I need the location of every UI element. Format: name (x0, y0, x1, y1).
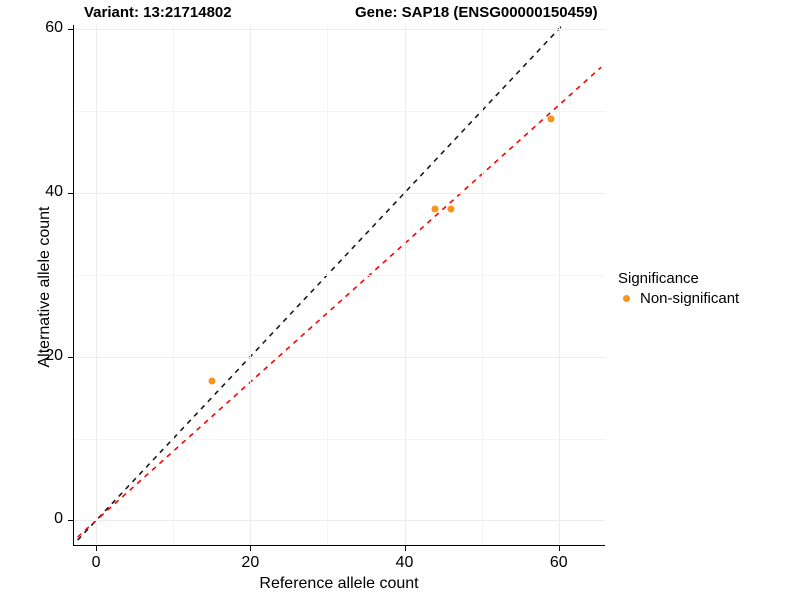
circle-marker-icon (622, 295, 630, 302)
y-axis-tick-label: 0 (54, 510, 63, 528)
y-axis-tick-label: 40 (45, 182, 63, 200)
legend-item-label: Non-significant (640, 290, 740, 307)
reference-line-fit (77, 66, 602, 538)
gene-title: Gene: SAP18 (ENSG00000150459) (355, 4, 598, 21)
chart-title-row: Variant: 13:21714802 Gene: SAP18 (ENSG00… (0, 2, 800, 24)
x-axis-tick-label: 0 (91, 554, 101, 571)
gridline-horizontal (73, 110, 605, 112)
y-axis-tick (68, 356, 73, 358)
data-point[interactable] (208, 377, 216, 385)
gridline-horizontal (73, 438, 605, 440)
legend-item-non-significant[interactable]: Non-significant (618, 290, 798, 307)
gridline-horizontal (73, 192, 605, 194)
legend-swatch (618, 291, 634, 307)
legend-title: Significance (618, 270, 699, 287)
gridline-horizontal (73, 29, 605, 31)
y-axis-title: Alternative allele count (36, 206, 53, 368)
y-axis-tick (68, 192, 73, 194)
x-axis-tick-label: 60 (549, 554, 568, 571)
gridline-vertical (96, 25, 98, 545)
y-axis-tick-label: 20 (45, 346, 63, 364)
gridline-vertical (173, 25, 175, 545)
gridline-vertical (404, 25, 406, 545)
gridline-horizontal (73, 520, 605, 522)
gridline-horizontal (73, 356, 605, 358)
reference-line-identity (77, 25, 564, 541)
x-axis-tick-label: 20 (241, 554, 260, 571)
gridline-vertical (558, 25, 560, 545)
gridline-vertical (481, 25, 483, 545)
x-axis-tick (558, 546, 560, 551)
data-point[interactable] (547, 115, 555, 123)
y-axis-tick-label: 60 (45, 19, 63, 37)
gridline-vertical (327, 25, 329, 545)
gridline-horizontal (73, 274, 605, 276)
x-axis-tick (404, 546, 406, 551)
x-axis-tick-label: 40 (395, 554, 414, 571)
x-axis-tick (250, 546, 252, 551)
y-axis-line (73, 25, 74, 546)
reference-lines-layer (77, 25, 602, 541)
y-axis-tick (68, 29, 73, 31)
variant-title: Variant: 13:21714802 (84, 4, 232, 21)
x-axis-title: Reference allele count (259, 575, 419, 592)
data-point[interactable] (431, 205, 439, 213)
x-axis-tick (96, 546, 98, 551)
data-point[interactable] (447, 205, 455, 213)
y-axis-tick (68, 520, 73, 522)
gridline-vertical (250, 25, 252, 545)
x-axis-line (73, 545, 605, 546)
plot-panel (73, 25, 605, 545)
legend: Significance Non-significant (618, 270, 798, 307)
